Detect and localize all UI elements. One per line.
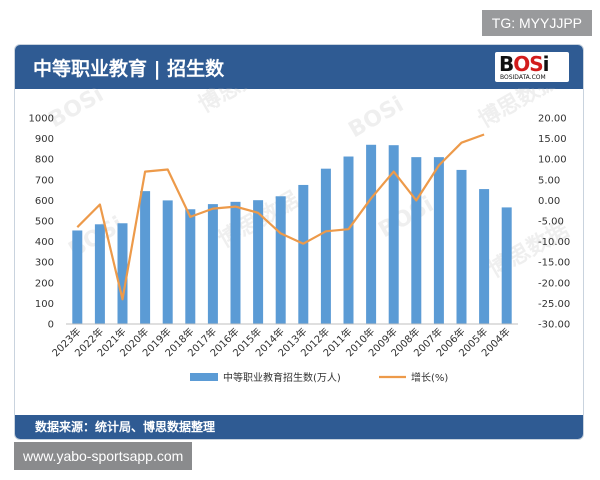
legend-label-bar: 中等职业教育招生数(万人) [223,371,341,384]
y-left-tick-label: 100 [35,299,54,310]
bar [366,144,377,324]
y-right-tick-label: 15.00 [538,134,567,145]
combo-chart: BOSi博思数据BOSi博思数据BOSi博思数据BOSi博思数据01002003… [29,88,574,384]
bar [479,189,490,324]
logo-wordmark: BOSi [499,52,549,76]
y-right-tick-label: -25.00 [538,299,570,310]
bar [94,224,105,324]
bar [298,184,309,324]
bar [275,196,286,324]
watermark-text: BOSi [375,192,438,243]
legend-label-line: 增长(%) [411,371,448,384]
bar [343,156,354,324]
y-right-tick-label: 0.00 [538,196,560,207]
watermark-text: 博思数据 [474,88,563,133]
watermark-text: BOSi [345,92,408,143]
y-left-tick-label: 800 [35,155,54,166]
bar [320,168,331,324]
bar [185,209,196,324]
bar [207,204,218,324]
y-right-tick-label: 5.00 [538,175,560,186]
bar [230,201,241,324]
bar [388,145,399,324]
card-header: 中等职业教育 | 招生数 BOSi BOSIDATA.COM [15,45,583,89]
y-right-tick-label: 20.00 [538,114,567,125]
logo-subtext: BOSIDATA.COM [500,74,546,81]
legend-swatch-bar [190,373,218,381]
bar [253,200,264,324]
watermark-text: BOSi [45,88,108,133]
bar [117,223,128,324]
y-right-tick-label: -10.00 [538,237,570,248]
bar [433,157,444,324]
y-left-tick-label: 0 [48,320,54,331]
watermark-text: 博思数据 [194,88,283,118]
y-left-tick-label: 200 [35,278,54,289]
data-source: 数据来源：统计局、博思数据整理 [35,420,216,434]
y-right-tick-label: 10.00 [538,155,567,166]
bar [411,157,422,324]
chart-title: 中等职业教育 | 招生数 [33,58,225,80]
y-right-tick-label: -30.00 [538,320,570,331]
bar [501,207,512,324]
card-footer: 数据来源：统计局、博思数据整理 [15,415,583,439]
growth-line [76,133,485,301]
y-left-tick-label: 600 [35,196,54,207]
bar [140,191,151,324]
bosi-logo: BOSi BOSIDATA.COM [495,52,569,82]
y-left-tick-label: 400 [35,237,54,248]
y-right-tick-label: -5.00 [538,217,564,228]
bar [456,169,467,324]
y-left-tick-label: 700 [35,175,54,186]
y-left-tick-label: 1000 [29,114,54,125]
bar [72,230,83,324]
y-right-tick-label: -15.00 [538,258,570,269]
y-left-tick-label: 500 [35,217,54,228]
bar [162,200,173,324]
telegram-tag: TG: MYYJJPP [481,10,592,36]
website-tag: www.yabo-sportsapp.com [14,442,193,470]
y-right-tick-label: -20.00 [538,278,570,289]
y-left-tick-label: 900 [35,134,54,145]
y-left-tick-label: 300 [35,258,54,269]
